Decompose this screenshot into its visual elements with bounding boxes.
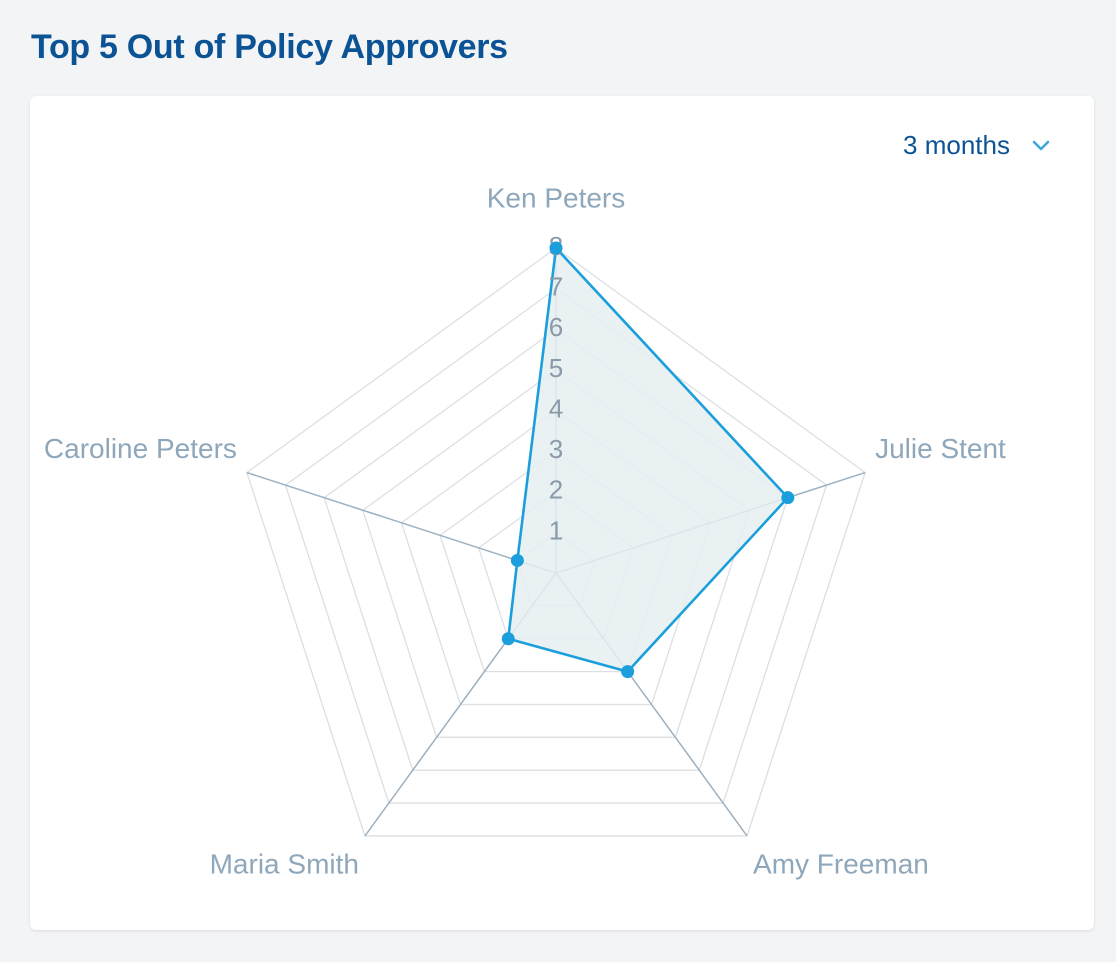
category-label-5: Caroline Peters [44, 433, 237, 464]
grid-ring-8 [246, 247, 866, 837]
tick-label-1: 1 [549, 515, 563, 545]
category-label-2: Julie Stent [875, 433, 1006, 464]
grid-ring-7 [284, 287, 828, 804]
category-label-4: Maria Smith [210, 848, 359, 879]
data-point-2 [781, 491, 795, 505]
tick-label-3: 3 [549, 434, 563, 464]
data-point-5 [510, 553, 524, 567]
data-point-4 [501, 632, 515, 646]
data-point-1 [549, 241, 563, 255]
page-title: Top 5 Out of Policy Approvers [31, 28, 508, 66]
time-range-dropdown[interactable]: 3 months [903, 130, 1050, 161]
chevron-down-icon [1032, 140, 1050, 151]
data-point-3 [621, 665, 635, 679]
time-range-value: 3 months [903, 130, 1010, 160]
category-label-3: Amy Freeman [753, 848, 929, 879]
axis-spoke-5 [246, 471, 557, 574]
tick-label-4: 4 [549, 393, 563, 423]
tick-label-7: 7 [549, 272, 563, 302]
tick-label-2: 2 [549, 475, 563, 505]
category-label-1: Ken Peters [487, 182, 626, 213]
series-area-1 [506, 246, 790, 673]
tick-label-5: 5 [549, 353, 563, 383]
tick-label-6: 6 [549, 312, 563, 342]
